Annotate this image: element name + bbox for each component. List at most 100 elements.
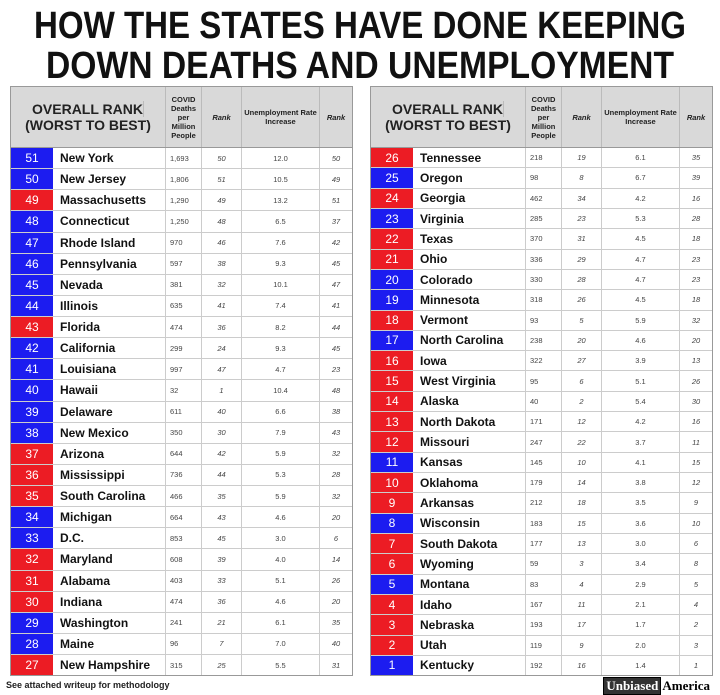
unemployment-rank: 11 [692, 437, 700, 447]
overall-rank: 19 [371, 290, 413, 310]
deaths-per-million: 171 [526, 412, 562, 432]
deaths-rank: 45 [202, 528, 242, 549]
table-row: 29 Washington 241 21 6.1 35 [11, 612, 352, 634]
unemployment-increase: 3.6 [602, 513, 680, 533]
state-name: Indiana [53, 591, 166, 612]
deaths-rank: 15 [562, 513, 602, 533]
table-row: 22 Texas 370 31 4.5 18 [371, 229, 712, 250]
overall-rank: 43 [11, 317, 53, 338]
deaths-rank: 18 [562, 493, 602, 513]
table-row: 30 Indiana 474 36 4.6 20 [11, 591, 352, 613]
deaths-rank: 43 [202, 507, 242, 528]
table-row: 25 Oregon 98 8 6.7 39 [371, 168, 712, 189]
unemployment-increase: 5.1 [602, 371, 680, 391]
overall-rank: 33 [11, 528, 53, 549]
unemployment-rank: 44 [331, 322, 341, 332]
table-row: 7 South Dakota 177 13 3.0 6 [371, 533, 712, 555]
deaths-rank: 19 [562, 148, 602, 168]
unemployment-rank: 16 [691, 417, 701, 427]
deaths-rank: 47 [202, 359, 242, 380]
table-row: 24 Georgia 462 34 4.2 16 [371, 188, 712, 209]
overall-rank: 47 [11, 232, 53, 253]
unemployment-increase: 4.5 [602, 290, 680, 310]
deaths-rank: 33 [202, 570, 242, 591]
table-row: 15 West Virginia 95 6 5.1 26 [371, 371, 712, 392]
overall-rank: 1 [371, 655, 413, 676]
unemployment-increase: 7.0 [242, 633, 320, 654]
unemployment-increase: 4.6 [242, 591, 320, 612]
brand: Unbiased America [603, 677, 710, 695]
deaths-per-million: 611 [166, 401, 202, 422]
header-line: (WORST TO BEST) [25, 117, 151, 133]
table-row: 32 Maryland 608 39 4.0 14 [11, 549, 352, 571]
table-body: 51 New York 1,693 50 12.0 50 50 New Jersey 1,806… [11, 148, 352, 676]
table-row: 47 Rhode Island 970 46 7.6 42 [11, 232, 352, 254]
state-name: California [53, 338, 166, 359]
unemployment-rank: 43 [331, 428, 341, 438]
unemployment-rank: 48 [331, 385, 341, 395]
deaths-per-million: 736 [166, 464, 202, 485]
unemployment-rank: 26 [691, 376, 701, 386]
deaths-per-million: 192 [526, 655, 562, 676]
deaths-per-million: 350 [166, 422, 202, 443]
state-name: Kansas [413, 452, 526, 472]
unemployment-rank: 10 [691, 518, 701, 528]
table-row: 38 New Mexico 350 30 7.9 43 [11, 422, 352, 444]
overall-rank: 5 [371, 574, 413, 594]
unemployment-increase: 9.3 [242, 253, 320, 274]
unemployment-rank: 5 [693, 579, 699, 589]
table-row: 9 Arkansas 212 18 3.5 9 [371, 493, 712, 514]
overall-rank: 6 [371, 554, 413, 574]
unemployment-rank: 45 [331, 343, 341, 353]
state-name: Montana [413, 574, 526, 594]
table-row: 8 Wisconsin 183 15 3.6 10 [371, 513, 712, 534]
table-body: 26 Tennessee 218 19 6.1 35 25 Oregon 98 8 6.7 39 24 G… [371, 148, 712, 676]
table-row: 31 Alabama 403 33 5.1 26 [11, 570, 352, 592]
deaths-rank: 20 [562, 330, 602, 351]
overall-rank: 51 [11, 148, 53, 169]
deaths-rank: 23 [562, 208, 602, 229]
table-row: 44 Illinois 635 41 7.4 41 [11, 295, 352, 317]
unemployment-rank: 6 [693, 539, 699, 549]
overall-rank: 7 [371, 533, 413, 554]
deaths-per-million: 403 [166, 570, 202, 591]
table-row: 35 South Carolina 466 35 5.9 32 [11, 486, 352, 508]
unemployment-increase: 4.0 [242, 549, 320, 570]
deaths-per-million: 608 [166, 549, 202, 570]
table-row: 11 Kansas 145 10 4.1 15 [371, 452, 712, 473]
unemployment-increase: 10.1 [242, 274, 320, 295]
table-row: 40 Hawaii 32 1 10.4 48 [11, 380, 352, 402]
unemployment-increase: 4.7 [602, 269, 680, 290]
footer-note: See attached writeup for methodology [6, 680, 170, 690]
unemployment-increase: 9.3 [242, 338, 320, 359]
unemployment-rank: 20 [691, 335, 701, 345]
deaths-per-million: 179 [526, 473, 562, 493]
deaths-rank: 3 [562, 554, 602, 574]
overall-rank: 38 [11, 422, 53, 443]
state-name: Connecticut [53, 211, 166, 232]
state-name: Missouri [413, 432, 526, 452]
deaths-per-million: 1,250 [166, 211, 202, 232]
unemployment-increase: 5.9 [242, 486, 320, 507]
state-name: Tennessee [413, 148, 526, 168]
deaths-rank: 12 [562, 412, 602, 432]
deaths-per-million: 664 [166, 507, 202, 528]
unemployment-increase: 4.2 [602, 188, 680, 208]
deaths-rank: 35 [202, 486, 242, 507]
unemployment-rank: 37 [331, 216, 341, 226]
unemployment-rank: 40 [331, 639, 341, 649]
unemployment-rank: 26 [331, 576, 341, 586]
unemployment-rank: 32 [331, 491, 341, 501]
deaths-per-million: 318 [526, 290, 562, 310]
overall-rank: 15 [371, 371, 413, 391]
state-name: North Dakota [413, 412, 526, 432]
header-line: OVERALL RANK [32, 101, 144, 117]
unemployment-rank: 49 [331, 174, 341, 184]
state-name: New Jersey [53, 169, 166, 190]
state-name: Iowa [413, 351, 526, 371]
deaths-rank: 11 [562, 594, 602, 615]
deaths-per-million: 238 [526, 330, 562, 351]
state-name: Alabama [53, 570, 166, 591]
overall-rank: 12 [371, 432, 413, 452]
state-name: Maine [53, 633, 166, 654]
